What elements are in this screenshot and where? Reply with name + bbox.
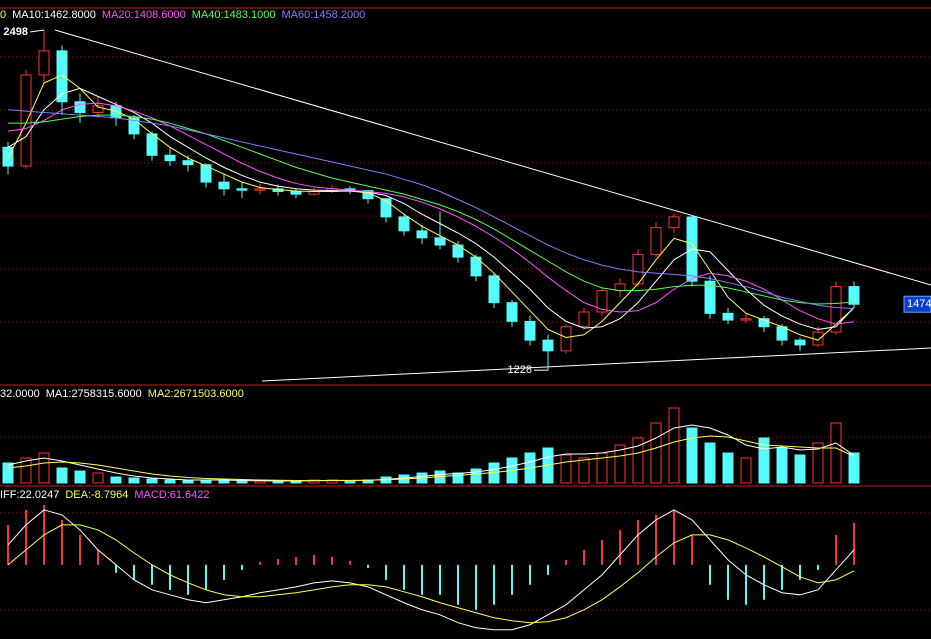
volume-bar: [812, 442, 824, 484]
legend-entry: IFF:22.0247: [0, 489, 59, 501]
volume-bar: [776, 447, 788, 484]
ma-line: [7, 74, 855, 341]
volume-bar: [344, 480, 356, 484]
candle-body: [506, 302, 518, 322]
volume-bar: [308, 479, 320, 484]
candle-body: [524, 320, 536, 341]
legend-entry: MA40:1483.1000: [192, 9, 276, 21]
candle-body: [488, 275, 500, 304]
macd-line: [7, 524, 855, 624]
high-label: 2498: [4, 26, 28, 38]
legend-entry: MA60:1458.2000: [282, 9, 366, 21]
candle-body: [848, 286, 860, 305]
candle-body: [290, 190, 302, 195]
candle-body: [236, 188, 248, 191]
candle-body: [218, 181, 230, 190]
volume-bar: [146, 478, 158, 484]
legend-entry: DEA:-8.7964: [65, 489, 128, 501]
volume-bar: [2, 462, 14, 484]
volume-bar: [92, 472, 104, 484]
volume-bar: [452, 472, 464, 484]
volume-bar: [560, 454, 572, 484]
volume-bar: [578, 457, 590, 484]
legend-entry: MACD:61.6422: [134, 489, 209, 501]
candle-body: [560, 326, 572, 352]
candle-body: [578, 311, 590, 328]
candle-body: [416, 230, 428, 239]
candle-body: [812, 331, 824, 346]
volume-bar: [704, 442, 716, 484]
volume-bar: [848, 452, 860, 484]
trend-line: [54, 29, 931, 286]
plot-layer: 0 MA10:1462.8000 MA20:1408.6000 MA40:1483.1…: [0, 9, 931, 631]
volume-bar: [686, 427, 698, 484]
volume-bar: [794, 454, 806, 484]
last-price-label: 1474: [907, 298, 931, 310]
candle-body: [38, 50, 50, 76]
trend-line: [261, 347, 931, 382]
candle-body: [722, 312, 734, 321]
volume-ma-line: [7, 424, 855, 482]
volume-bar: [110, 476, 122, 484]
annotation-pointer: [29, 29, 45, 33]
candle-body: [650, 227, 662, 255]
candle-body: [704, 280, 716, 314]
volume-bar: [740, 457, 752, 484]
legend-entry: 0: [0, 9, 6, 21]
volume-bar: [632, 437, 644, 484]
price-tag: [903, 295, 931, 313]
volume-bar: [38, 452, 50, 484]
legend-entry: 32.0000: [0, 388, 40, 400]
volume-bar: [74, 470, 86, 484]
candle-body: [398, 216, 410, 232]
low-label: 1228: [508, 364, 532, 376]
candle-body: [758, 318, 770, 328]
volume-bar: [614, 444, 626, 484]
volume-bar: [470, 468, 482, 484]
candle-body: [56, 50, 68, 103]
candle-body: [542, 339, 554, 352]
volume-bar: [56, 467, 68, 484]
ma-line: [7, 102, 855, 325]
candle-body: [740, 318, 752, 321]
candle-body: [380, 198, 392, 218]
candle-body: [20, 74, 32, 167]
candle-body: [668, 216, 680, 229]
volume-bar: [218, 480, 230, 484]
candle-body: [164, 154, 176, 162]
candle-body: [110, 105, 122, 119]
candle-body: [794, 339, 806, 346]
candle-body: [182, 160, 194, 166]
volume-bar: [830, 422, 842, 484]
legend-entry: MA1:2758315.6000: [46, 388, 142, 400]
candle-body: [434, 237, 446, 246]
macd-line: [7, 509, 855, 631]
volume-bar: [164, 479, 176, 484]
volume-bar: [668, 407, 680, 484]
candle-body: [254, 188, 266, 191]
volume-bar: [650, 422, 662, 484]
volume-ma-line: [7, 435, 855, 482]
candle-body: [830, 286, 842, 333]
volume-bar: [128, 477, 140, 484]
legend-entry: MA20:1408.6000: [102, 9, 186, 21]
legend-entry: MA10:1462.8000: [12, 9, 96, 21]
volume-bar: [236, 480, 248, 484]
volume-bar: [758, 437, 770, 484]
legend-entry: MA2:2671503.6000: [148, 388, 244, 400]
candle-body: [596, 290, 608, 313]
volume-bar: [20, 457, 32, 484]
ma-line: [7, 109, 855, 309]
volume-bar: [722, 452, 734, 484]
candle-body: [92, 105, 104, 113]
candle-body: [2, 146, 14, 167]
candle-body: [128, 117, 140, 135]
ma-line: [7, 87, 855, 330]
ma-line: [8, 114, 855, 305]
candle-body: [200, 164, 212, 183]
candle-body: [74, 101, 86, 113]
